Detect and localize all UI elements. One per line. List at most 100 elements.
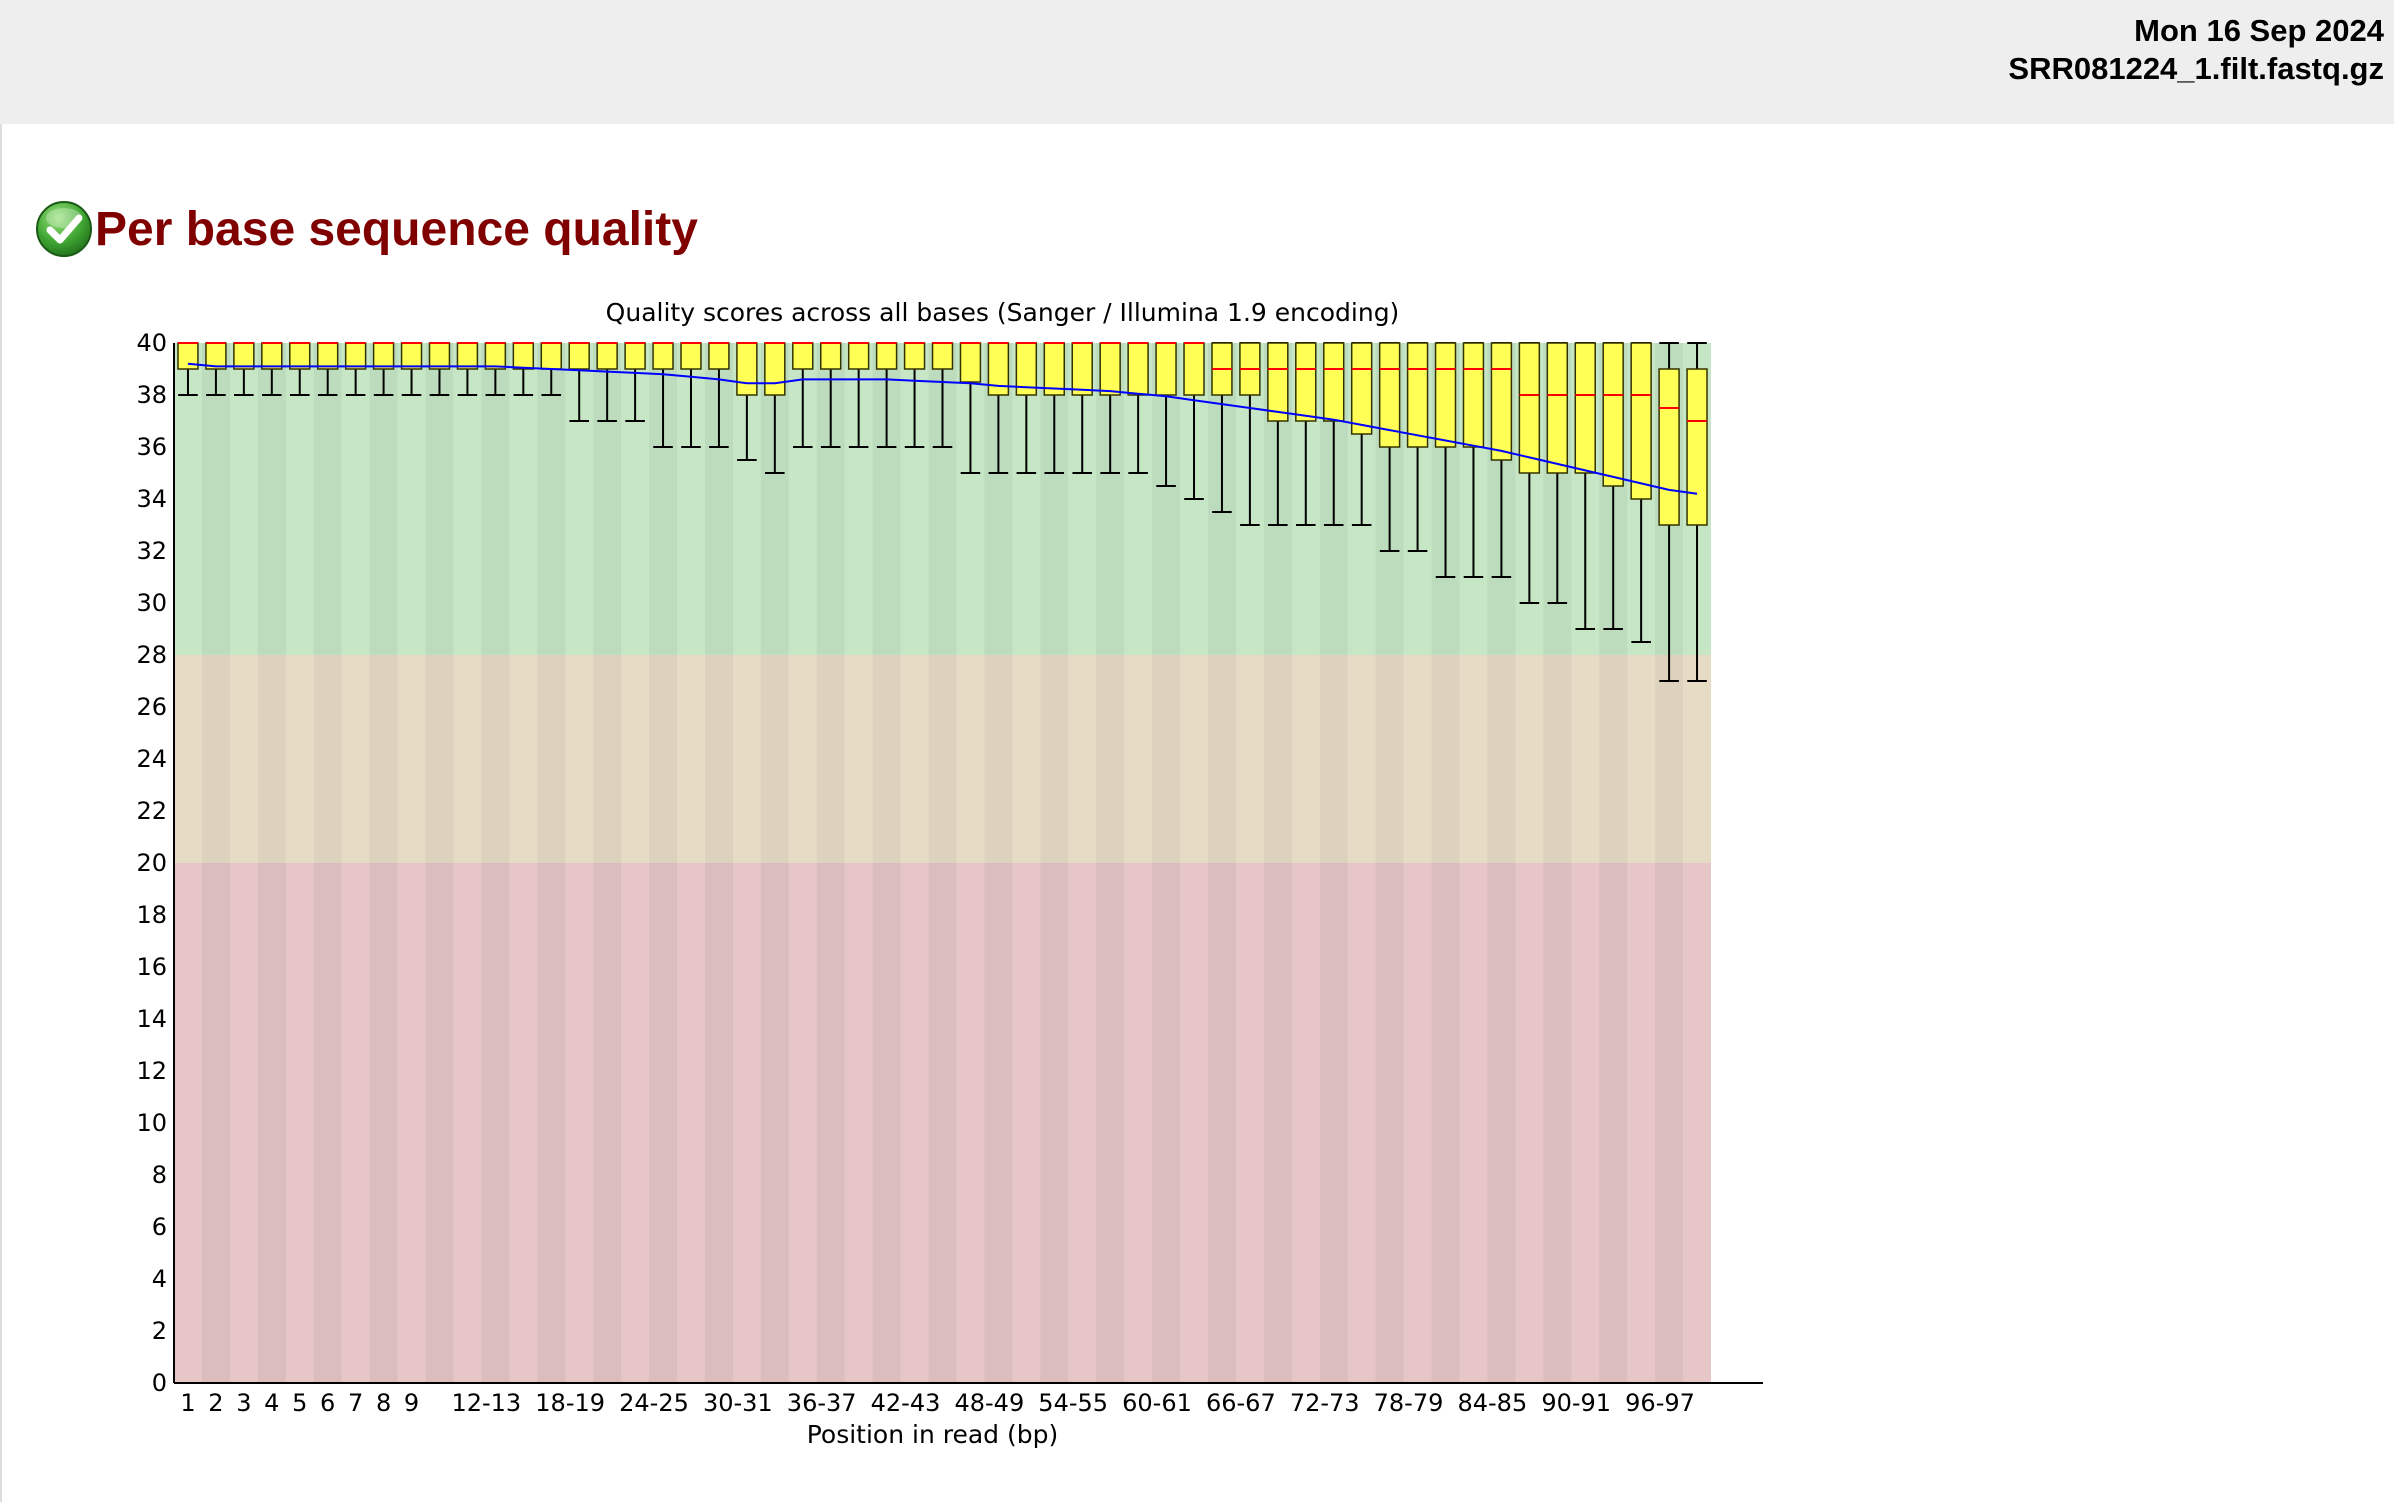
box-28-29 (680, 342, 702, 448)
y-tick-label: 20 (136, 849, 167, 877)
box-90-91 (1546, 342, 1569, 604)
box-14-15 (484, 342, 507, 396)
box-iqr (1127, 342, 1149, 396)
box-iqr (1630, 342, 1652, 500)
box-iqr (680, 342, 702, 370)
box-30-31 (708, 342, 730, 448)
zone-stripe (1599, 863, 1628, 1383)
zone-stripe (1263, 863, 1292, 1383)
box-iqr (624, 342, 646, 370)
box-36-37 (792, 342, 814, 448)
x-tick-label: 42-43 (871, 1389, 941, 1417)
box-64-65 (1183, 342, 1205, 500)
box-iqr (792, 342, 814, 370)
y-tick-label: 0 (152, 1369, 167, 1397)
y-tick-label: 34 (136, 485, 167, 513)
box-iqr (875, 342, 898, 370)
box-84-85 (1462, 342, 1485, 578)
zone-stripe (1319, 863, 1348, 1383)
box-iqr (1602, 342, 1624, 487)
y-tick-label: 6 (152, 1213, 167, 1241)
box-42-43 (875, 342, 898, 448)
box-iqr (1183, 342, 1205, 396)
zone-stripe (1096, 863, 1125, 1383)
zone-band (174, 655, 1711, 863)
y-tick-label: 12 (136, 1057, 167, 1085)
box-iqr (1658, 368, 1680, 526)
x-tick-label: 9 (404, 1389, 419, 1417)
zone-stripe (1543, 655, 1572, 863)
box-80-81 (1406, 342, 1429, 552)
box-96-97 (1630, 342, 1652, 643)
box-iqr (1071, 342, 1093, 396)
box-54-55 (1043, 342, 1066, 474)
box-iqr (1323, 342, 1345, 422)
box-8 (372, 342, 395, 396)
box-iqr (1462, 342, 1485, 448)
module-title: Per base sequence quality (95, 203, 698, 256)
y-tick-label: 38 (136, 381, 167, 409)
box-iqr (540, 342, 562, 370)
zone-stripe (257, 655, 286, 863)
box-9 (400, 342, 423, 396)
report-header: Mon 16 Sep 2024 SRR081224_1.filt.fastq.g… (0, 0, 2394, 124)
box-iqr (484, 342, 507, 370)
zone-stripe (481, 655, 510, 863)
check-circle-icon (36, 201, 92, 257)
zone-stripe (369, 863, 398, 1383)
box-iqr (1490, 342, 1513, 461)
box-68-69 (1239, 342, 1261, 526)
y-tick-label: 2 (152, 1317, 167, 1345)
report-date: Mon 16 Sep 2024 (2134, 13, 2384, 48)
x-tick-label: 90-91 (1541, 1389, 1611, 1417)
box-52-53 (1015, 342, 1038, 474)
x-tick-label: 36-37 (787, 1389, 857, 1417)
x-tick-label: 66-67 (1206, 1389, 1276, 1417)
y-tick-label: 26 (136, 693, 167, 721)
zone-stripe (481, 863, 510, 1383)
box-iqr (764, 342, 786, 396)
zone-stripe (872, 655, 901, 863)
x-tick-label: 4 (264, 1389, 279, 1417)
x-tick-label: 8 (376, 1389, 391, 1417)
zone-stripe (537, 863, 566, 1383)
x-tick-label: 1 (180, 1389, 195, 1417)
y-tick-label: 36 (136, 433, 167, 461)
zone-stripe (425, 863, 454, 1383)
box-50-51 (987, 342, 1010, 474)
box-iqr (400, 342, 423, 370)
x-tick-label: 96-97 (1625, 1389, 1695, 1417)
box-20-21 (568, 342, 590, 422)
zone-stripe (593, 863, 622, 1383)
zone-stripe (1263, 655, 1292, 863)
y-tick-label: 30 (136, 589, 167, 617)
box-iqr (708, 342, 730, 370)
zone-stripe (984, 863, 1013, 1383)
box-iqr (1574, 342, 1596, 474)
zone-stripe (1655, 863, 1684, 1383)
y-tick-label: 16 (136, 953, 167, 981)
report-filename: SRR081224_1.filt.fastq.gz (2008, 51, 2384, 86)
zone-stripe (1543, 863, 1572, 1383)
box-iqr (1295, 342, 1317, 422)
y-tick-label: 22 (136, 797, 167, 825)
box-iqr (1267, 342, 1289, 422)
box-iqr (847, 342, 870, 370)
zone-stripe (928, 863, 957, 1383)
box-10-11 (428, 342, 451, 396)
zone-stripe (1152, 655, 1181, 863)
box-44-45 (903, 342, 926, 448)
box-iqr (652, 342, 674, 370)
x-tick-label: 5 (292, 1389, 307, 1417)
box-56-57 (1071, 342, 1093, 474)
zone-stripe (1487, 863, 1516, 1383)
box-66-67 (1211, 342, 1233, 513)
box-iqr (456, 342, 479, 370)
zone-stripe (1431, 655, 1460, 863)
y-tick-label: 32 (136, 537, 167, 565)
x-tick-label: 3 (236, 1389, 251, 1417)
box-2 (205, 342, 227, 396)
zone-stripe (313, 863, 342, 1383)
box-iqr (428, 342, 451, 370)
zone-band (174, 863, 1711, 1383)
